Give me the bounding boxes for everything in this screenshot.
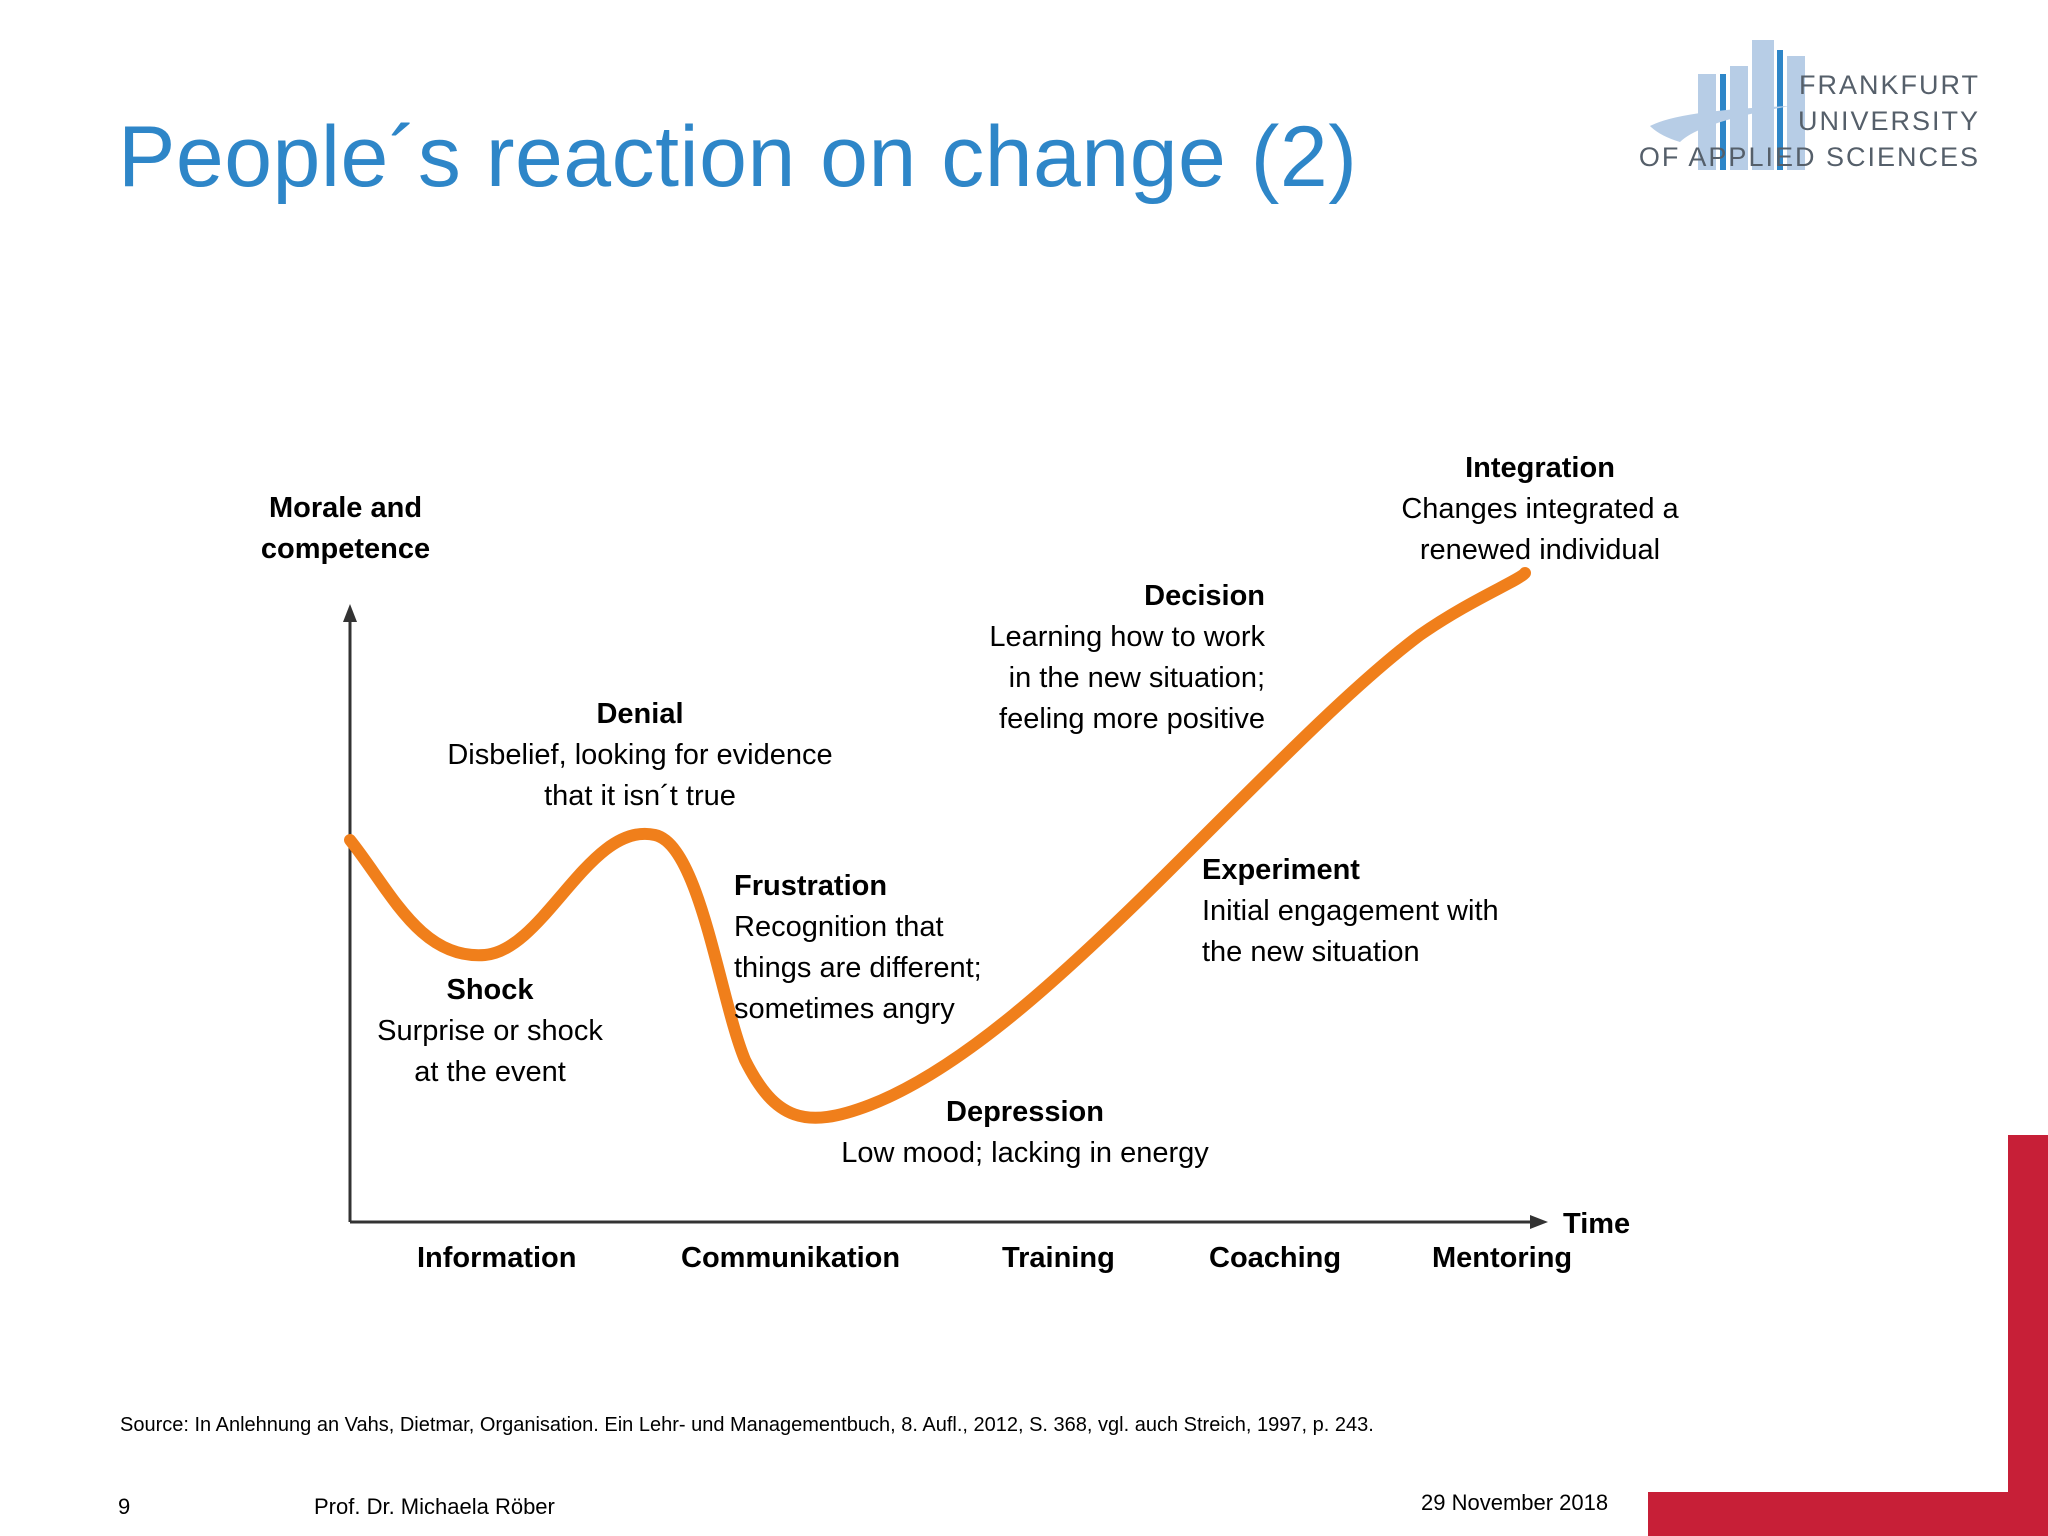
footer-author: Prof. Dr. Michaela Röber bbox=[314, 1494, 555, 1519]
accent-bar-vertical bbox=[2008, 1135, 2048, 1536]
stage-depression-name: Depression bbox=[946, 1096, 1104, 1128]
y-axis-label: Morale and competence bbox=[248, 488, 443, 570]
phase-coaching: Coaching bbox=[1209, 1242, 1342, 1274]
university-logo: FRANKFURT UNIVERSITY OF APPLIED SCIENCES bbox=[1638, 36, 1980, 186]
stage-frustration: Frustration Recognition that things are … bbox=[734, 866, 982, 1030]
phase-training: Training bbox=[1002, 1242, 1115, 1274]
stage-depression: Depression Low mood; lacking in energy bbox=[822, 1092, 1228, 1174]
stage-depression-desc: Low mood; lacking in energy bbox=[841, 1137, 1209, 1169]
y-axis-label-line1: Morale and bbox=[268, 492, 423, 524]
stage-denial-desc: Disbelief, looking for evidence that it … bbox=[447, 739, 833, 812]
y-axis-label-line2: competence bbox=[260, 533, 431, 565]
stage-experiment: Experiment Initial engagement with the n… bbox=[1202, 850, 1499, 973]
logo-line-university: UNIVERSITY bbox=[1797, 106, 1980, 136]
stage-denial-name: Denial bbox=[596, 698, 684, 730]
source-citation: Source: In Anlehnung an Vahs, Dietmar, O… bbox=[120, 1414, 1374, 1436]
accent-bar-horizontal bbox=[1648, 1492, 2048, 1536]
stage-shock-name: Shock bbox=[446, 974, 534, 1006]
phase-information: Information bbox=[417, 1242, 577, 1274]
stage-shock: Shock Surprise or shock at the event bbox=[360, 970, 620, 1093]
stage-integration-name: Integration bbox=[1465, 452, 1615, 484]
stage-integration: Integration Changes integrated a renewed… bbox=[1380, 448, 1700, 571]
stage-frustration-desc: Recognition that things are different; s… bbox=[734, 911, 982, 1025]
slide-title: People´s reaction on change (2) bbox=[118, 109, 1358, 205]
logo-line-applied-sciences: OF APPLIED SCIENCES bbox=[1638, 142, 1980, 172]
change-curve bbox=[344, 567, 1531, 1124]
footer-date: 29 November 2018 bbox=[1421, 1490, 1609, 1515]
stage-frustration-name: Frustration bbox=[734, 870, 888, 902]
stage-decision-name: Decision bbox=[1144, 580, 1265, 612]
stage-shock-desc: Surprise or shock at the event bbox=[377, 1015, 603, 1088]
stage-decision: Decision Learning how to work in the new… bbox=[940, 576, 1265, 740]
stage-decision-desc: Learning how to work in the new situatio… bbox=[989, 621, 1265, 735]
logo-graphic bbox=[1650, 40, 1805, 170]
page-number: 9 bbox=[118, 1494, 131, 1519]
stage-denial: Denial Disbelief, looking for evidence t… bbox=[424, 694, 856, 817]
stage-integration-desc: Changes integrated a renewed individual bbox=[1401, 493, 1679, 566]
phase-communikation: Communikation bbox=[681, 1242, 901, 1274]
x-axis-label: Time bbox=[1563, 1208, 1631, 1240]
stage-experiment-desc: Initial engagement with the new situatio… bbox=[1202, 895, 1499, 968]
logo-line-frankfurt: FRANKFURT bbox=[1798, 70, 1980, 100]
y-axis-arrow bbox=[343, 604, 357, 622]
stage-experiment-name: Experiment bbox=[1202, 854, 1360, 886]
phase-mentoring: Mentoring bbox=[1432, 1242, 1573, 1274]
x-axis-arrow bbox=[1530, 1215, 1548, 1229]
